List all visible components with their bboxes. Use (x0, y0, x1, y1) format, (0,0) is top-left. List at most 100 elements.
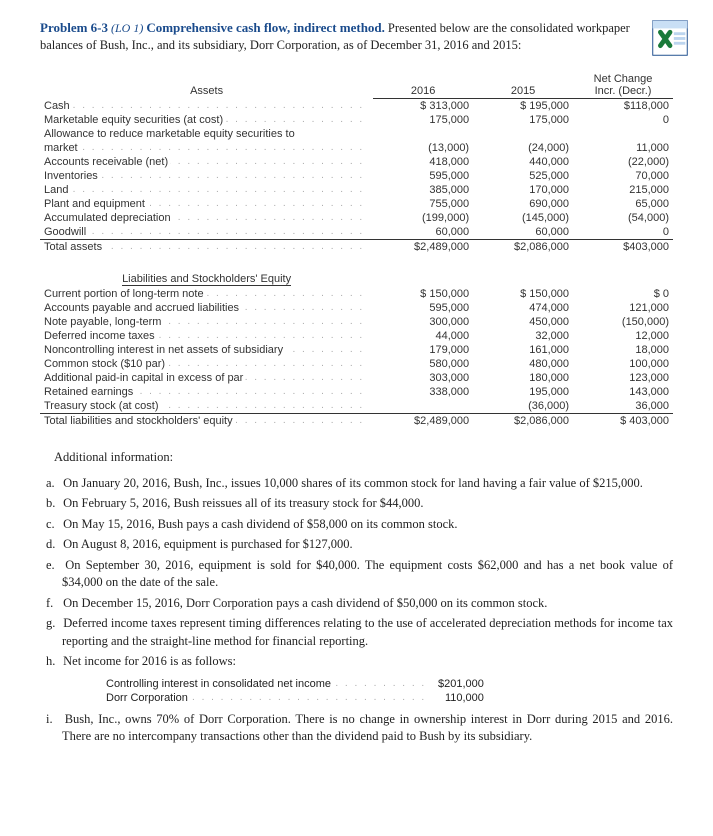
table-cell: (145,000) (473, 211, 573, 225)
additional-info-tail: i. Bush, Inc., owns 70% of Dorr Corporat… (40, 711, 673, 746)
table-cell: 0 (573, 225, 673, 240)
table-cell: 175,000 (473, 113, 573, 127)
problem-subtitle: Comprehensive cash flow, indirect method… (146, 20, 385, 35)
table-cell: (199,000) (373, 211, 473, 225)
table-cell (373, 399, 473, 414)
table-cell: 36,000 (573, 399, 673, 414)
info-marker: g. (46, 615, 60, 633)
info-item: i. Bush, Inc., owns 70% of Dorr Corporat… (40, 711, 673, 746)
table-cell (373, 127, 473, 141)
assets-total-2016: $2,489,000 (373, 239, 473, 254)
table-cell: 175,000 (373, 113, 473, 127)
table-row-label: Accounts receivable (net) (44, 156, 170, 168)
table-row-label: Noncontrolling interest in net assets of… (44, 344, 285, 356)
info-marker: e. (46, 557, 60, 575)
table-cell: 11,000 (573, 141, 673, 155)
table-cell: (22,000) (573, 155, 673, 169)
table-row-label: Current portion of long-term note (44, 288, 206, 300)
info-item: e. On September 30, 2016, equipment is s… (40, 557, 673, 592)
liab-total-label: Total liabilities and stockholders' equi… (44, 415, 235, 427)
additional-info-heading: Additional information: (54, 450, 673, 465)
table-cell: (13,000) (373, 141, 473, 155)
info-marker: d. (46, 536, 60, 554)
table-row-label: Land (44, 184, 70, 196)
table-cell: (24,000) (473, 141, 573, 155)
liab-total-chg: $ 403,000 (573, 413, 673, 428)
table-cell: $118,000 (573, 98, 673, 113)
table-cell: 179,000 (373, 343, 473, 357)
info-marker: f. (46, 595, 60, 613)
col-2015: 2015 (473, 72, 573, 99)
info-marker: i. (46, 711, 60, 729)
table-cell (573, 127, 673, 141)
table-cell: 474,000 (473, 301, 573, 315)
info-marker: b. (46, 495, 60, 513)
assets-total-2015: $2,086,000 (473, 239, 573, 254)
table-row-label: Retained earnings (44, 386, 135, 398)
table-row-label: Accounts payable and accrued liabilities (44, 302, 241, 314)
info-marker: c. (46, 516, 60, 534)
netincome-label: Dorr Corporation (106, 692, 190, 704)
table-cell: 450,000 (473, 315, 573, 329)
table-cell: 300,000 (373, 315, 473, 329)
liab-total-2016: $2,489,000 (373, 413, 473, 428)
table-cell: 65,000 (573, 197, 673, 211)
problem-lo: (LO 1) (111, 21, 143, 35)
table-row-label: Goodwill (44, 226, 88, 238)
table-cell: (36,000) (473, 399, 573, 414)
table-cell: 180,000 (473, 371, 573, 385)
info-item: g. Deferred income taxes represent timin… (40, 615, 673, 650)
table-cell (473, 127, 573, 141)
info-item: f. On December 15, 2016, Dorr Corporatio… (40, 595, 673, 613)
table-row-label: Accumulated depreciation (44, 212, 173, 224)
assets-heading: Assets (190, 85, 223, 97)
table-cell: 44,000 (373, 329, 473, 343)
info-marker: a. (46, 475, 60, 493)
info-item: a. On January 20, 2016, Bush, Inc., issu… (40, 475, 673, 493)
liab-total-2015: $2,086,000 (473, 413, 573, 428)
table-row-label: Allowance to reduce marketable equity se… (44, 128, 295, 140)
table-cell: 18,000 (573, 343, 673, 357)
table-cell: $ 150,000 (373, 287, 473, 301)
table-cell: 123,000 (573, 371, 673, 385)
table-cell: 595,000 (373, 169, 473, 183)
info-item: h. Net income for 2016 is as follows: (40, 653, 673, 671)
excel-icon (647, 15, 693, 61)
table-cell: (150,000) (573, 315, 673, 329)
table-cell: 385,000 (373, 183, 473, 197)
table-row-label: Deferred income taxes (44, 330, 157, 342)
table-cell: 143,000 (573, 385, 673, 399)
table-cell: 12,000 (573, 329, 673, 343)
table-cell: 215,000 (573, 183, 673, 197)
col-2016: 2016 (373, 72, 473, 99)
table-cell: $ 150,000 (473, 287, 573, 301)
table-row-label: Plant and equipment (44, 198, 147, 210)
table-cell: 32,000 (473, 329, 573, 343)
table-row-label: Inventories (44, 170, 100, 182)
netincome-value: 110,000 (432, 691, 490, 705)
table-cell: 121,000 (573, 301, 673, 315)
table-cell: 595,000 (373, 301, 473, 315)
table-cell: 161,000 (473, 343, 573, 357)
table-cell: 440,000 (473, 155, 573, 169)
info-marker: h. (46, 653, 60, 671)
table-cell: 170,000 (473, 183, 573, 197)
additional-info-list: a. On January 20, 2016, Bush, Inc., issu… (40, 475, 673, 671)
table-cell: 60,000 (473, 225, 573, 240)
table-cell: 525,000 (473, 169, 573, 183)
table-cell: 580,000 (373, 357, 473, 371)
net-income-table: Controlling interest in consolidated net… (100, 677, 490, 705)
problem-number: Problem 6-3 (40, 20, 108, 35)
table-row-label: Cash (44, 100, 72, 112)
table-row-label: Common stock ($10 par) (44, 358, 167, 370)
info-item: c. On May 15, 2016, Bush pays a cash div… (40, 516, 673, 534)
table-cell: $ 195,000 (473, 98, 573, 113)
col-netchange-1: Net Change (577, 73, 669, 85)
assets-total-label: Total assets (44, 241, 104, 253)
table-row-label: Marketable equity securities (at cost) (44, 114, 225, 126)
table-row-label: Note payable, long-term (44, 316, 163, 328)
liab-heading: Liabilities and Stockholders' Equity (122, 273, 291, 286)
table-row-label: Treasury stock (at cost) (44, 400, 161, 412)
netincome-value: $201,000 (432, 677, 490, 691)
table-cell: 70,000 (573, 169, 673, 183)
